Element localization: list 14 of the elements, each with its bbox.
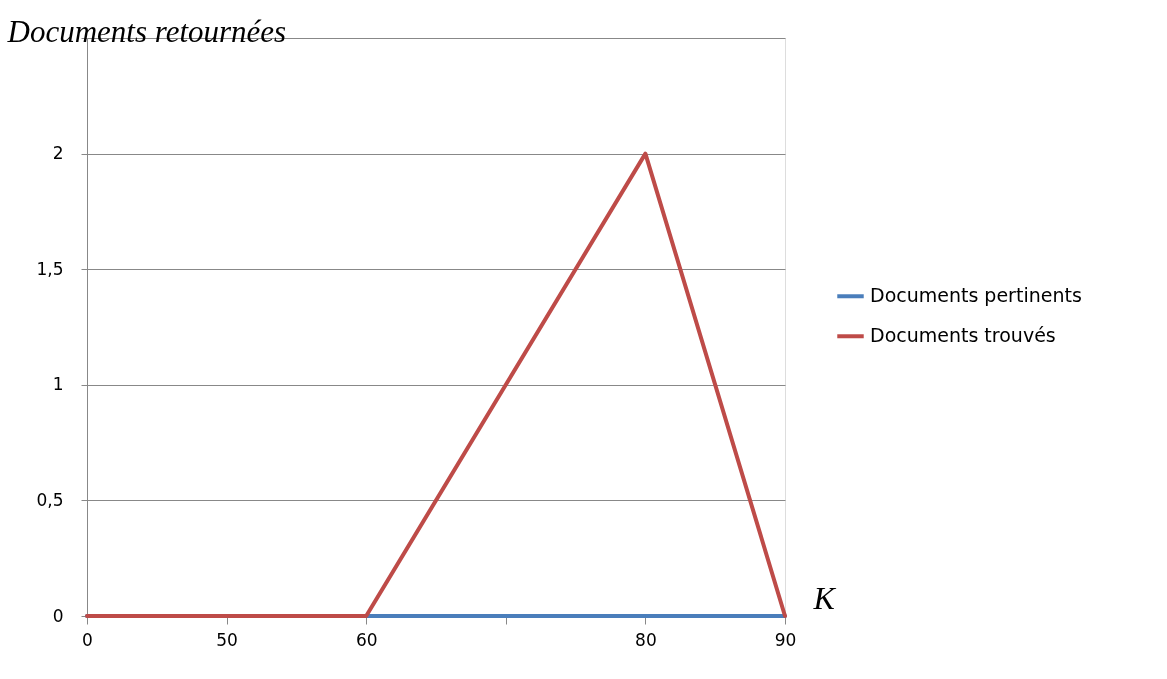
legend-label: Documents pertinents [870, 284, 1082, 307]
y-axis-title: Documents retournées [6, 13, 287, 49]
legend-label: Documents trouvés [870, 324, 1056, 347]
x-tick-label: 90 [774, 629, 797, 650]
x-tick-label: 80 [635, 629, 657, 650]
x-tick-label: 50 [216, 629, 238, 650]
y-tick-label: 0 [52, 605, 64, 626]
y-tick-label: 2 [52, 143, 64, 164]
x-axis-title: K [812, 579, 837, 616]
y-tick-label: 0,5 [36, 489, 64, 510]
x-tick-label: 60 [355, 629, 378, 650]
y-tick-label: 1,5 [36, 258, 64, 279]
y-tick-label: 1 [52, 374, 64, 395]
x-tick-label: 0 [82, 629, 93, 650]
